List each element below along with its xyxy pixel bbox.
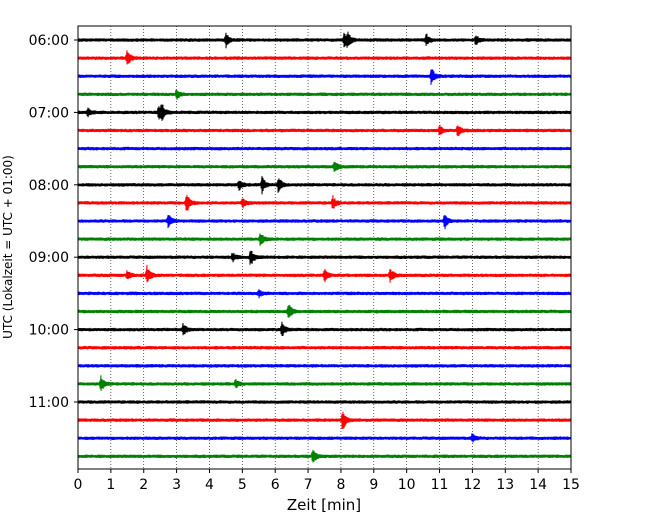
seismogram-trace-1115	[77, 411, 572, 430]
x-tick-label: 0	[74, 477, 83, 493]
seismogram-trace-1130	[77, 433, 572, 443]
x-tick-label: 15	[562, 477, 580, 493]
x-tick-label: 13	[496, 477, 514, 493]
seismogram-trace-0915	[77, 264, 572, 283]
y-axis: 06:00 07:00 08:00 09:00 10:00 11:00	[29, 33, 78, 411]
y-axis-label: UTC (Lokalzeit = UTC + 01:00)	[1, 155, 15, 339]
seismogram-trace-0930	[77, 289, 572, 299]
x-tick-label: 3	[172, 477, 181, 493]
seismogram-trace-1100	[77, 400, 572, 404]
plot-frame	[77, 25, 572, 470]
y-tick-label: 06:00	[29, 33, 69, 49]
x-tick-label: 11	[431, 477, 449, 493]
y-tick-label: 09:00	[29, 250, 69, 266]
seismogram-trace-1030	[77, 363, 572, 368]
x-tick-label: 5	[238, 477, 247, 493]
seismogram-trace-0745	[77, 161, 572, 172]
seismogram-trace-1045	[77, 375, 572, 392]
seismogram-trace-0600	[77, 31, 572, 49]
seismogram-trace-0815	[77, 194, 572, 211]
seismogram-traces	[77, 31, 572, 463]
x-tick-label: 8	[336, 477, 345, 493]
seismogram-trace-0900	[77, 250, 572, 265]
seismogram-trace-0630	[77, 69, 572, 85]
seismogram-trace-0945	[77, 304, 572, 318]
x-axis-label: Zeit [min]	[287, 496, 361, 514]
x-tick-label: 2	[139, 477, 148, 493]
x-axis: 0 1 2 3 4 5 6 7 8 9 10 11 12 13 14 15	[74, 469, 580, 493]
y-tick-label: 08:00	[29, 178, 69, 194]
seismogram-trace-0730	[77, 146, 572, 151]
x-tick-label: 6	[271, 477, 280, 493]
x-tick-label: 14	[529, 477, 547, 493]
seismogram-trace-1000	[77, 321, 572, 337]
seismogram-trace-0845	[77, 233, 572, 246]
vertical-grid	[110, 26, 539, 469]
seismogram-trace-1015	[77, 345, 572, 350]
seismogram-trace-0830	[77, 214, 572, 230]
x-tick-label: 9	[369, 477, 378, 493]
x-tick-label: 12	[463, 477, 481, 493]
plot-background	[78, 26, 571, 469]
x-tick-label: 7	[304, 477, 313, 493]
x-tick-label: 1	[106, 477, 115, 493]
seismogram-trace-0700	[77, 104, 572, 121]
y-tick-label: 10:00	[29, 323, 69, 339]
x-tick-label: 4	[205, 477, 214, 493]
x-tick-label: 10	[398, 477, 416, 493]
y-tick-label: 11:00	[29, 395, 69, 411]
seismogram-trace-1145	[77, 449, 572, 463]
seismogram-trace-0715	[77, 124, 572, 137]
seismogram-trace-0615	[77, 50, 572, 65]
seismogram-trace-0645	[77, 89, 572, 100]
seismogram-trace-0800	[77, 176, 572, 195]
y-tick-label: 07:00	[29, 105, 69, 121]
